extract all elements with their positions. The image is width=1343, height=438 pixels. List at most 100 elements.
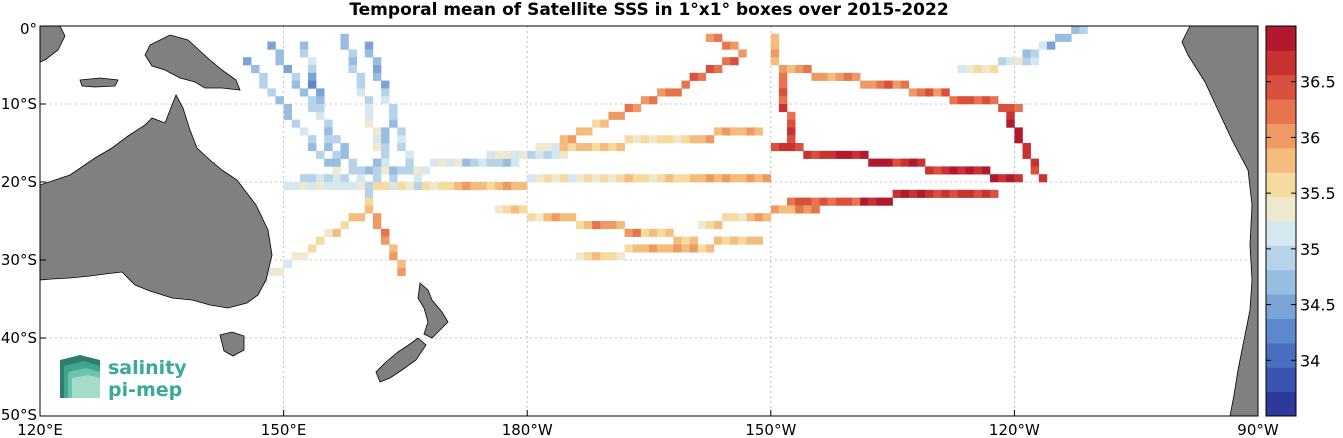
salinity-cell bbox=[908, 189, 918, 198]
colorbar-swatch bbox=[1266, 50, 1296, 76]
salinity-cell bbox=[299, 174, 309, 183]
salinity-cell bbox=[673, 88, 682, 97]
salinity-cell bbox=[990, 174, 999, 183]
salinity-cell bbox=[575, 221, 585, 230]
salinity-cell bbox=[649, 135, 658, 144]
salinity-cell bbox=[429, 182, 439, 191]
salinity-cell bbox=[340, 33, 349, 42]
land-australia bbox=[40, 94, 273, 309]
salinity-cell bbox=[316, 88, 325, 97]
salinity-cell bbox=[510, 205, 520, 214]
land-borneo-region bbox=[40, 26, 66, 63]
salinity-cell bbox=[916, 88, 926, 97]
salinity-cell bbox=[340, 182, 349, 191]
salinity-cell bbox=[291, 252, 301, 261]
salinity-cell bbox=[892, 189, 902, 198]
salinity-cell bbox=[738, 213, 747, 222]
salinity-cell bbox=[584, 143, 593, 152]
salinity-cell bbox=[738, 174, 747, 183]
salinity-cell bbox=[892, 158, 902, 167]
salinity-cell bbox=[681, 80, 690, 89]
salinity-cell bbox=[713, 65, 723, 74]
salinity-cell bbox=[689, 244, 699, 253]
salinity-cell bbox=[665, 88, 674, 97]
salinity-cell bbox=[965, 166, 975, 175]
salinity-cell bbox=[1006, 119, 1015, 128]
salinity-cell bbox=[876, 158, 885, 167]
salinity-cell bbox=[405, 166, 414, 175]
salinity-cell bbox=[592, 252, 601, 261]
salinity-cell bbox=[811, 197, 820, 206]
salinity-cell bbox=[478, 182, 487, 191]
salinity-cell bbox=[1022, 150, 1031, 159]
salinity-cell bbox=[600, 143, 609, 152]
salinity-cell bbox=[364, 182, 374, 191]
salinity-cell bbox=[730, 41, 739, 50]
salinity-cell bbox=[697, 221, 707, 230]
salinity-cell bbox=[494, 182, 504, 191]
salinity-cell bbox=[835, 72, 845, 81]
salinity-cell bbox=[389, 252, 398, 261]
salinity-cell bbox=[381, 228, 390, 237]
salinity-cell bbox=[640, 135, 650, 144]
salinity-cell bbox=[1038, 174, 1048, 183]
salinity-cell bbox=[372, 174, 382, 183]
salinity-cell bbox=[722, 41, 731, 50]
salinity-cell bbox=[381, 182, 390, 191]
salinity-cell bbox=[616, 221, 625, 230]
salinity-cell bbox=[486, 182, 496, 191]
salinity-cell bbox=[381, 80, 390, 89]
colorbar-swatch bbox=[1266, 245, 1296, 271]
salinity-cell bbox=[324, 143, 333, 152]
salinity-cell bbox=[608, 143, 617, 152]
salinity-cell bbox=[843, 72, 853, 81]
salinity-cell bbox=[397, 143, 406, 152]
salinity-cell bbox=[762, 174, 772, 183]
salinity-cell bbox=[665, 244, 674, 253]
salinity-cell bbox=[348, 166, 357, 175]
lat-tick-label: 0° bbox=[20, 20, 37, 38]
salinity-cell bbox=[567, 135, 577, 144]
salinity-cell bbox=[998, 104, 1007, 113]
salinity-cell bbox=[332, 135, 341, 144]
logo-line2: pi-mep bbox=[108, 379, 182, 401]
salinity-cell bbox=[316, 150, 325, 159]
salinity-cell bbox=[795, 65, 804, 74]
salinity-cell bbox=[348, 182, 357, 191]
colorbar: 34 34.5 35 35.5 36 36.5 bbox=[1265, 25, 1336, 417]
salinity-cell bbox=[1079, 26, 1088, 35]
salinity-cell bbox=[251, 65, 260, 74]
salinity-cell bbox=[640, 96, 650, 105]
salinity-cell bbox=[584, 252, 593, 261]
salinity-cell bbox=[494, 150, 504, 159]
salinity-cell bbox=[364, 41, 374, 50]
salinity-cell bbox=[332, 174, 341, 183]
wave-icon bbox=[60, 355, 100, 398]
salinity-cell bbox=[722, 174, 731, 183]
salinity-cell bbox=[722, 127, 731, 136]
salinity-cell bbox=[884, 197, 893, 206]
salinity-cell bbox=[649, 228, 658, 237]
salinity-cell bbox=[510, 150, 520, 159]
salinity-cell bbox=[413, 182, 422, 191]
colorbar-swatch bbox=[1266, 74, 1296, 100]
salinity-cell bbox=[705, 244, 715, 253]
salinity-cell bbox=[990, 189, 999, 198]
lat-tick-label: 50°S bbox=[1, 406, 37, 424]
salinity-cell bbox=[746, 213, 755, 222]
salinity-cell bbox=[592, 119, 601, 128]
salinity-cell bbox=[981, 65, 991, 74]
salinity-cell bbox=[584, 221, 593, 230]
colorbar-tick-label: 35 bbox=[1300, 240, 1320, 259]
salinity-cell bbox=[527, 213, 536, 222]
salinity-cell bbox=[973, 166, 983, 175]
salinity-cell bbox=[372, 182, 382, 191]
salinity-cell bbox=[965, 96, 975, 105]
salinity-cell bbox=[340, 41, 349, 50]
salinity-cell bbox=[567, 143, 577, 152]
salinity-cell bbox=[397, 260, 406, 269]
salinity-cell bbox=[738, 127, 747, 136]
salinity-cell bbox=[908, 88, 918, 97]
salinity-cell bbox=[364, 205, 374, 214]
salinity-cell bbox=[372, 127, 382, 136]
